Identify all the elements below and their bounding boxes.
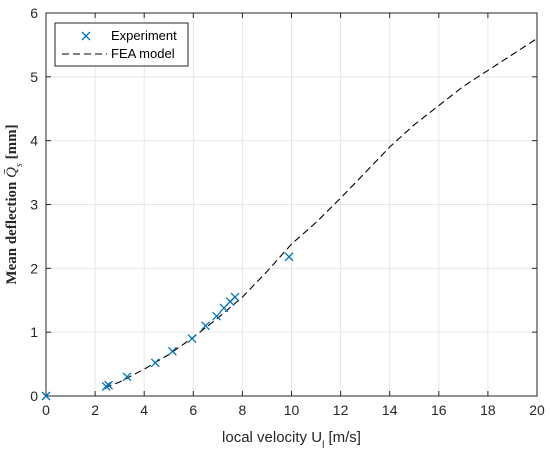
y-tick-label: 3 [30, 197, 38, 213]
data-point-experiment [284, 252, 294, 262]
data-point-experiment [187, 334, 197, 344]
legend-marker-experiment [81, 31, 91, 41]
x-axis-label-main: local velocity U [222, 429, 322, 446]
x-tick-label: 0 [42, 402, 50, 418]
data-point-experiment [201, 321, 211, 331]
x-tick-label: 6 [189, 402, 197, 418]
legend-label-experiment: Experiment [111, 28, 177, 43]
x-tick-label: 2 [91, 402, 99, 418]
legend: Experiment FEA model [54, 22, 189, 67]
x-axis-label-sub: l [322, 440, 324, 451]
data-point-experiment [41, 391, 51, 401]
x-tick-label: 18 [480, 402, 496, 418]
x-tick-label: 8 [239, 402, 247, 418]
data-point-experiment [122, 372, 132, 382]
legend-label-fea-model: FEA model [111, 46, 175, 61]
data-point-experiment [230, 292, 240, 302]
x-tick-label: 4 [140, 402, 148, 418]
y-axis: 0 1 2 3 4 5 6 [30, 5, 537, 404]
grid [45, 12, 538, 397]
x-tick-label: 12 [333, 402, 349, 418]
y-tick-label: 5 [30, 69, 38, 85]
y-axis-label: Mean deflection Q̄s [mm] [4, 124, 25, 284]
x-tick-label: 16 [431, 402, 447, 418]
legend-box [54, 22, 189, 67]
y-axis-label-symbol: Q̄ [4, 167, 20, 178]
y-tick-label: 1 [30, 324, 38, 340]
y-tick-label: 4 [30, 133, 38, 149]
x-axis-label: local velocity Ul [m/s] [222, 429, 361, 451]
x-tick-label: 10 [284, 402, 300, 418]
series-layer [41, 38, 538, 401]
x-axis: 0 2 4 6 8 10 12 14 16 18 20 [42, 13, 545, 418]
series-experiment [41, 252, 294, 401]
y-tick-label: 6 [30, 5, 38, 21]
data-point-experiment [101, 381, 111, 391]
x-tick-label: 14 [382, 402, 398, 418]
y-tick-label: 2 [30, 260, 38, 276]
data-point-experiment [150, 358, 160, 368]
data-point-experiment [104, 380, 114, 390]
series-line-fea-model [104, 38, 538, 389]
data-point-experiment [212, 311, 222, 321]
y-axis-label-unit: [mm] [4, 124, 20, 163]
y-axis-label-sub: s [14, 163, 25, 167]
y-tick-label: 0 [30, 388, 38, 404]
data-point-experiment [167, 346, 177, 356]
x-tick-label: 20 [529, 402, 545, 418]
legend-marker-x [81, 31, 91, 41]
y-axis-label-main: Mean deflection [4, 178, 20, 285]
x-axis-label-unit: [m/s] [324, 429, 361, 446]
